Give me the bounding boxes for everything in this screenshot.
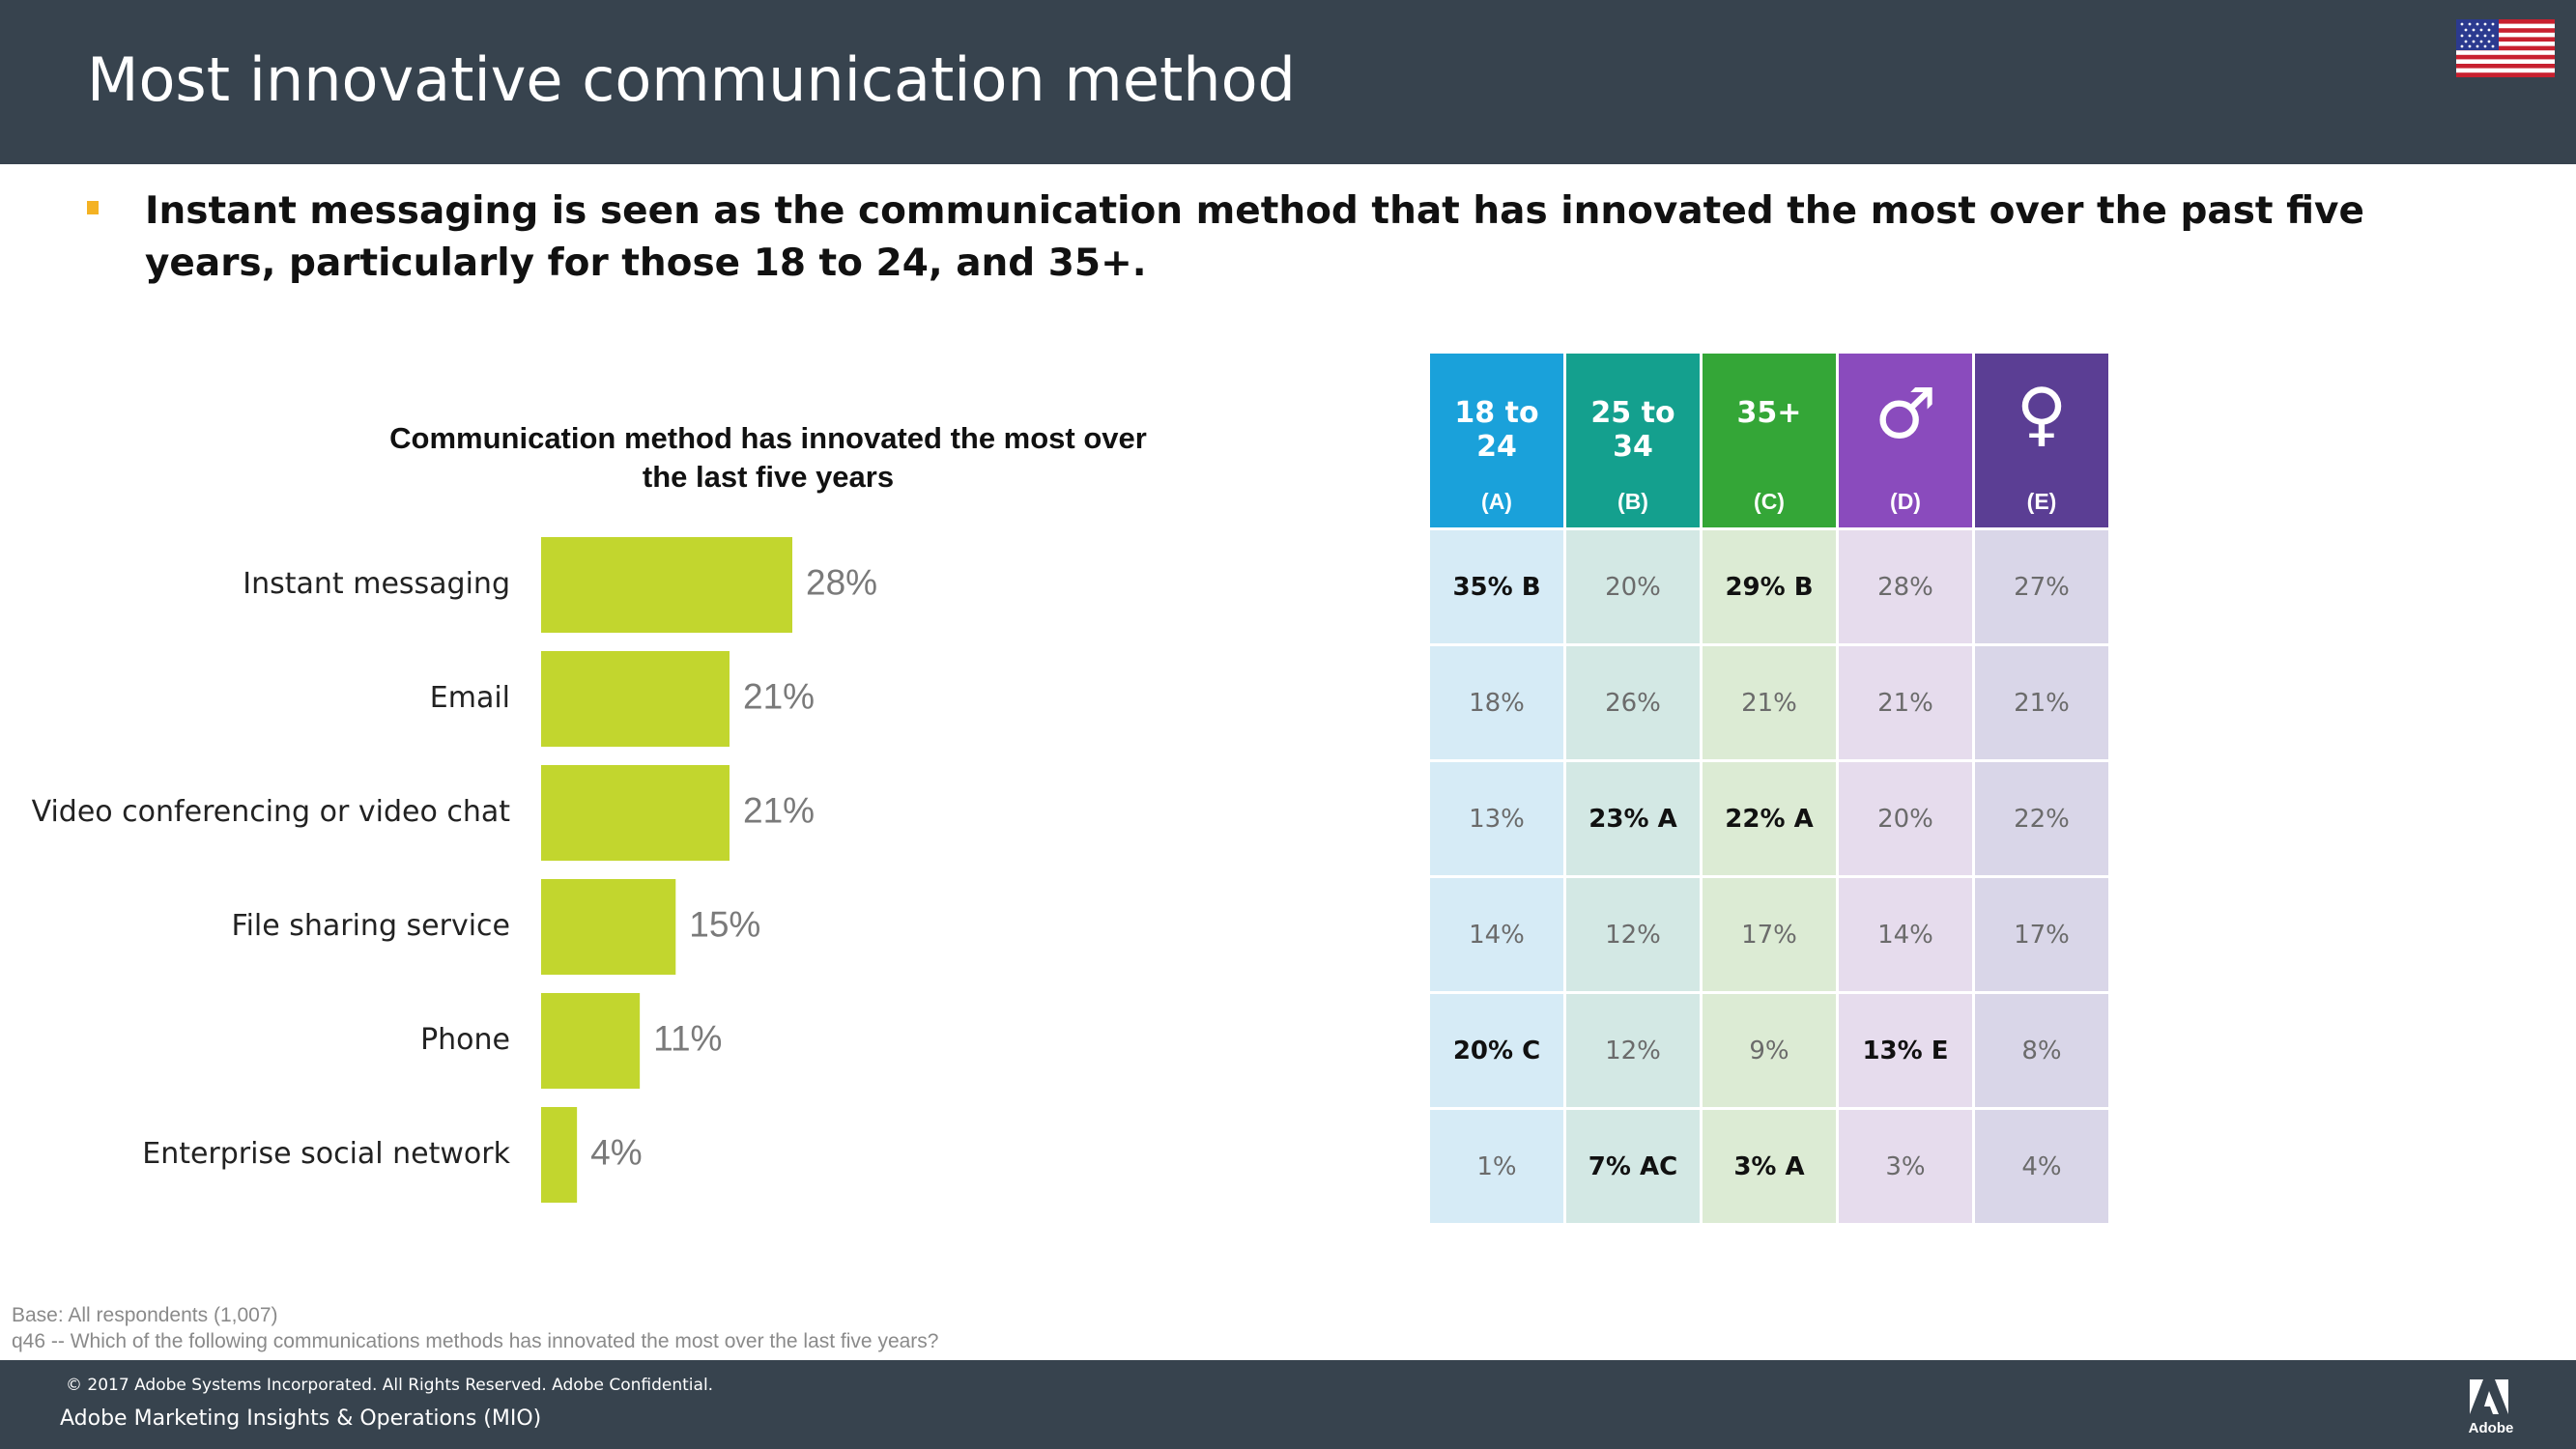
male-symbol-icon: ♂ bbox=[1874, 373, 1937, 454]
table-cell: 17% bbox=[1703, 878, 1836, 991]
table-cell: 28% bbox=[1839, 530, 1972, 643]
category-label: Phone bbox=[420, 1023, 510, 1057]
table-cell: 3% A bbox=[1703, 1110, 1836, 1223]
copyright-text: © 2017 Adobe Systems Incorporated. All R… bbox=[66, 1376, 714, 1395]
table-cell: 21% bbox=[1839, 646, 1972, 759]
column-header-letter: (E) bbox=[2026, 489, 2057, 514]
bar-chart: Instant messaging 28% Email 21% Video confer… bbox=[32, 537, 877, 1203]
column-header-4: ♂ (D) bbox=[1839, 354, 1972, 527]
column-header-label: 25 to 34 bbox=[1590, 396, 1675, 464]
category-label: Instant messaging bbox=[243, 567, 510, 601]
data-label: 11% bbox=[653, 1018, 722, 1058]
table-cell: 12% bbox=[1566, 878, 1700, 991]
table-cell: 27% bbox=[1975, 530, 2108, 643]
column-header-label: 18 to 24 bbox=[1454, 396, 1539, 464]
data-label: 4% bbox=[590, 1132, 642, 1172]
table-cell: 22% bbox=[1975, 762, 2108, 875]
key-finding-text: Instant messaging is seen as the communi… bbox=[145, 189, 2364, 285]
column-header-letter: (D) bbox=[1890, 489, 1921, 514]
bar bbox=[541, 651, 730, 747]
adobe-logo-icon bbox=[2470, 1379, 2508, 1414]
table-cell: 8% bbox=[1975, 994, 2108, 1107]
table-cell: 18% bbox=[1430, 646, 1563, 759]
header-bar: Most innovative communication method bbox=[0, 0, 2576, 164]
table-cell: 14% bbox=[1839, 878, 1972, 991]
base-note: Base: All respondents (1,007) q46 -- Whi… bbox=[12, 1302, 938, 1354]
category-label: Video conferencing or video chat bbox=[32, 795, 511, 829]
table-cell: 3% bbox=[1839, 1110, 1972, 1223]
table-cell: 22% A bbox=[1703, 762, 1836, 875]
bar bbox=[541, 1107, 578, 1203]
bar bbox=[541, 879, 676, 975]
table-cell: 13% bbox=[1430, 762, 1563, 875]
table-cell: 26% bbox=[1566, 646, 1700, 759]
org-text: Adobe Marketing Insights & Operations (M… bbox=[60, 1406, 542, 1431]
category-label: Enterprise social network bbox=[142, 1137, 510, 1171]
table-cell: 9% bbox=[1703, 994, 1836, 1107]
footer-bar: © 2017 Adobe Systems Incorporated. All R… bbox=[0, 1360, 2576, 1449]
table-cell: 14% bbox=[1430, 878, 1563, 991]
table-cell: 23% A bbox=[1566, 762, 1700, 875]
column-header-letter: (C) bbox=[1754, 489, 1785, 514]
table-cell: 21% bbox=[1975, 646, 2108, 759]
us-flag-icon bbox=[2456, 19, 2555, 77]
bar bbox=[541, 993, 641, 1089]
chart-title: Communication method has innovated the m… bbox=[389, 421, 1147, 494]
base-text: Base: All respondents (1,007) bbox=[12, 1304, 278, 1326]
adobe-logo-text: Adobe bbox=[2468, 1420, 2514, 1436]
category-label: Email bbox=[430, 681, 510, 715]
column-header-1: 18 to 24 (A) bbox=[1430, 354, 1563, 527]
data-label: 28% bbox=[806, 562, 877, 602]
table-cell: 12% bbox=[1566, 994, 1700, 1107]
column-header-label: 35+ bbox=[1736, 396, 1802, 430]
bar bbox=[541, 537, 792, 633]
column-header-2: 25 to 34 (B) bbox=[1566, 354, 1700, 527]
data-label: 15% bbox=[689, 904, 760, 944]
data-label: 21% bbox=[743, 790, 815, 830]
table-cell: 17% bbox=[1975, 878, 2108, 991]
bar bbox=[541, 765, 730, 861]
table-cell: 35% B bbox=[1430, 530, 1563, 643]
table-cell: 13% E bbox=[1839, 994, 1972, 1107]
demographic-breakdown-table: 18 to 24 (A) 25 to 34 (B) 35+ (C) ♂ (D) ♀ (E) 35% … bbox=[1430, 354, 2108, 1223]
bullet-marker bbox=[87, 201, 99, 214]
data-label: 21% bbox=[743, 676, 815, 716]
table-cell: 21% bbox=[1703, 646, 1836, 759]
table-cell: 29% B bbox=[1703, 530, 1836, 643]
table-cell: 20% bbox=[1839, 762, 1972, 875]
column-header-5: ♀ (E) bbox=[1975, 354, 2108, 527]
column-header-3: 35+ (C) bbox=[1703, 354, 1836, 527]
question-text: q46 -- Which of the following communicat… bbox=[12, 1330, 939, 1352]
table-cell: 1% bbox=[1430, 1110, 1563, 1223]
column-header-letter: (A) bbox=[1481, 489, 1512, 514]
table-cell: 20% bbox=[1566, 530, 1700, 643]
page-title: Most innovative communication method bbox=[87, 44, 1296, 115]
category-label: File sharing service bbox=[232, 909, 511, 943]
table-cell: 20% C bbox=[1430, 994, 1563, 1107]
table-cell: 4% bbox=[1975, 1110, 2108, 1223]
table-cell: 7% AC bbox=[1566, 1110, 1700, 1223]
female-symbol-icon: ♀ bbox=[2016, 373, 2068, 454]
column-header-letter: (B) bbox=[1617, 489, 1648, 514]
